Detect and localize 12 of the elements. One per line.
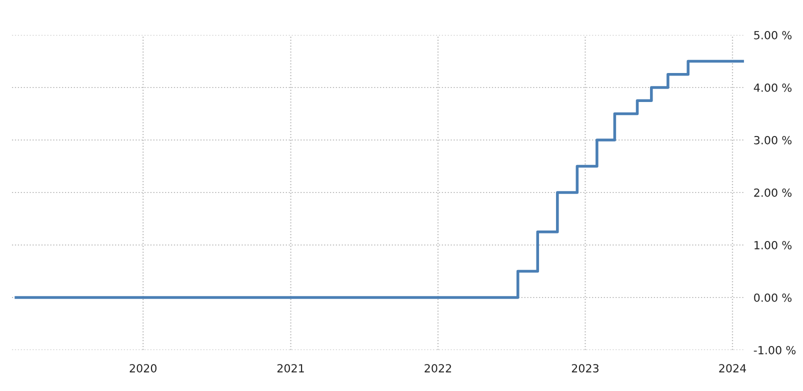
x-tick-label: 2020 — [130, 364, 157, 372]
x-tick-label: 2023 — [572, 364, 598, 372]
y-tick-label: 5.00 % — [754, 30, 792, 40]
y-tick-label: -1.00 % — [754, 346, 796, 354]
y-tick-label: 3.00 % — [754, 136, 792, 144]
y-tick-label: 1.00 % — [754, 240, 792, 250]
y-tick-label: 2.00 % — [754, 188, 792, 197]
y-tick-label: 0.00 % — [754, 293, 792, 302]
x-tick-label: 2022 — [424, 364, 452, 372]
x-tick-label: 2021 — [277, 364, 304, 372]
y-tick-label: 4.00 % — [754, 83, 792, 92]
x-tick-label: 2024 — [719, 364, 746, 372]
